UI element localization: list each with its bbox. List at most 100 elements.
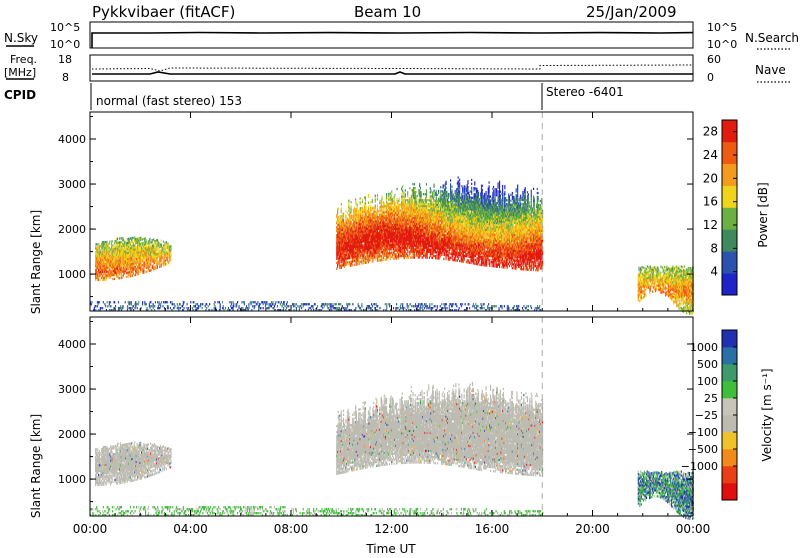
power-cell bbox=[368, 208, 369, 210]
power-cell bbox=[440, 255, 441, 257]
power-cell bbox=[416, 248, 417, 250]
power-cell bbox=[437, 194, 438, 196]
nsky-label: N.Sky bbox=[4, 31, 38, 45]
nsearch-bottom-tick: 10^0 bbox=[707, 38, 737, 51]
power-cell bbox=[115, 240, 116, 242]
power-cell bbox=[421, 193, 422, 195]
power-cell bbox=[415, 195, 416, 197]
power-cell bbox=[398, 257, 399, 259]
power-cell bbox=[396, 257, 397, 259]
power-cell bbox=[166, 263, 167, 265]
power-cell bbox=[124, 270, 125, 272]
power-cell bbox=[421, 195, 422, 197]
power-cell bbox=[358, 259, 359, 261]
power-cell bbox=[407, 191, 408, 193]
power-cell bbox=[381, 257, 382, 259]
power-cell bbox=[131, 273, 132, 275]
power-cell bbox=[432, 193, 433, 195]
power-cell bbox=[345, 210, 346, 212]
power-cell bbox=[338, 208, 339, 210]
power-cell bbox=[422, 256, 423, 258]
nave-bottom-tick: 0 bbox=[707, 71, 714, 84]
nsky-trace bbox=[92, 33, 693, 49]
power-cell bbox=[124, 241, 125, 243]
power-cell bbox=[128, 273, 129, 275]
power-cell bbox=[149, 240, 150, 242]
power-cell bbox=[112, 240, 113, 242]
power-cell bbox=[393, 258, 394, 260]
power-cell bbox=[337, 210, 338, 212]
power-cell bbox=[381, 255, 382, 257]
nave-label: Nave bbox=[755, 63, 786, 77]
power-cell bbox=[377, 204, 378, 206]
power-cell bbox=[426, 189, 427, 191]
power-cell bbox=[361, 258, 362, 260]
power-cell bbox=[109, 243, 110, 245]
power-cell bbox=[417, 195, 418, 197]
power-cell bbox=[437, 249, 438, 251]
power-cell bbox=[407, 193, 408, 195]
nsky-top-tick: 10^5 bbox=[50, 21, 80, 34]
power-cell bbox=[424, 251, 425, 253]
power-cell bbox=[132, 275, 133, 277]
power-cell bbox=[351, 211, 352, 213]
power-cell bbox=[377, 206, 378, 208]
power-cell bbox=[121, 275, 122, 277]
power-cell bbox=[398, 255, 399, 257]
power-cell bbox=[395, 246, 396, 248]
power-cell bbox=[128, 244, 129, 246]
power-cell bbox=[412, 197, 413, 199]
power-cell bbox=[347, 222, 348, 224]
power-cell bbox=[414, 254, 415, 256]
power-cell bbox=[115, 268, 116, 270]
power-cell bbox=[430, 217, 431, 219]
power-cell bbox=[360, 197, 361, 199]
power-cell bbox=[359, 263, 360, 265]
power-cell bbox=[98, 277, 99, 279]
power-cell bbox=[372, 260, 373, 262]
power-cell bbox=[397, 188, 398, 190]
station-title: Pykkvibaer (fitACF) bbox=[92, 3, 235, 21]
power-cell bbox=[161, 265, 162, 267]
power-cell bbox=[425, 257, 426, 259]
power-cell bbox=[427, 199, 428, 201]
power-cell bbox=[407, 247, 408, 249]
power-cell bbox=[426, 193, 427, 195]
power-cell bbox=[403, 191, 404, 193]
power-cell bbox=[412, 183, 413, 185]
power-cell bbox=[436, 190, 437, 192]
power-cell bbox=[95, 279, 96, 281]
power-cell bbox=[421, 199, 422, 201]
power-cell bbox=[423, 239, 424, 241]
power-cell bbox=[381, 200, 382, 202]
power-cell bbox=[143, 268, 144, 270]
power-cell bbox=[432, 201, 433, 203]
power-cell bbox=[392, 198, 393, 200]
power-cell bbox=[118, 244, 119, 246]
power-cell bbox=[399, 208, 400, 210]
power-cell bbox=[167, 256, 168, 258]
power-cell bbox=[421, 247, 422, 249]
power-cell bbox=[364, 252, 365, 254]
power-cell bbox=[437, 253, 438, 255]
power-cell bbox=[98, 249, 99, 251]
power-cell bbox=[415, 191, 416, 193]
power-cell bbox=[337, 212, 338, 214]
power-cell bbox=[386, 199, 387, 201]
power-cell bbox=[363, 212, 364, 214]
nsearch-label: N.Search bbox=[745, 31, 799, 45]
power-cell bbox=[119, 277, 120, 279]
power-cell bbox=[409, 253, 410, 255]
nsky-panel bbox=[90, 22, 693, 48]
power-cell bbox=[436, 196, 437, 198]
power-cell bbox=[368, 194, 369, 196]
power-cell bbox=[414, 252, 415, 254]
power-cell bbox=[385, 207, 386, 209]
power-cell bbox=[123, 274, 124, 276]
power-cell bbox=[416, 252, 417, 254]
power-cell bbox=[424, 249, 425, 251]
power-cell bbox=[355, 198, 356, 200]
power-cell bbox=[158, 261, 159, 263]
power-cell bbox=[159, 262, 160, 264]
power-cell bbox=[404, 235, 405, 237]
